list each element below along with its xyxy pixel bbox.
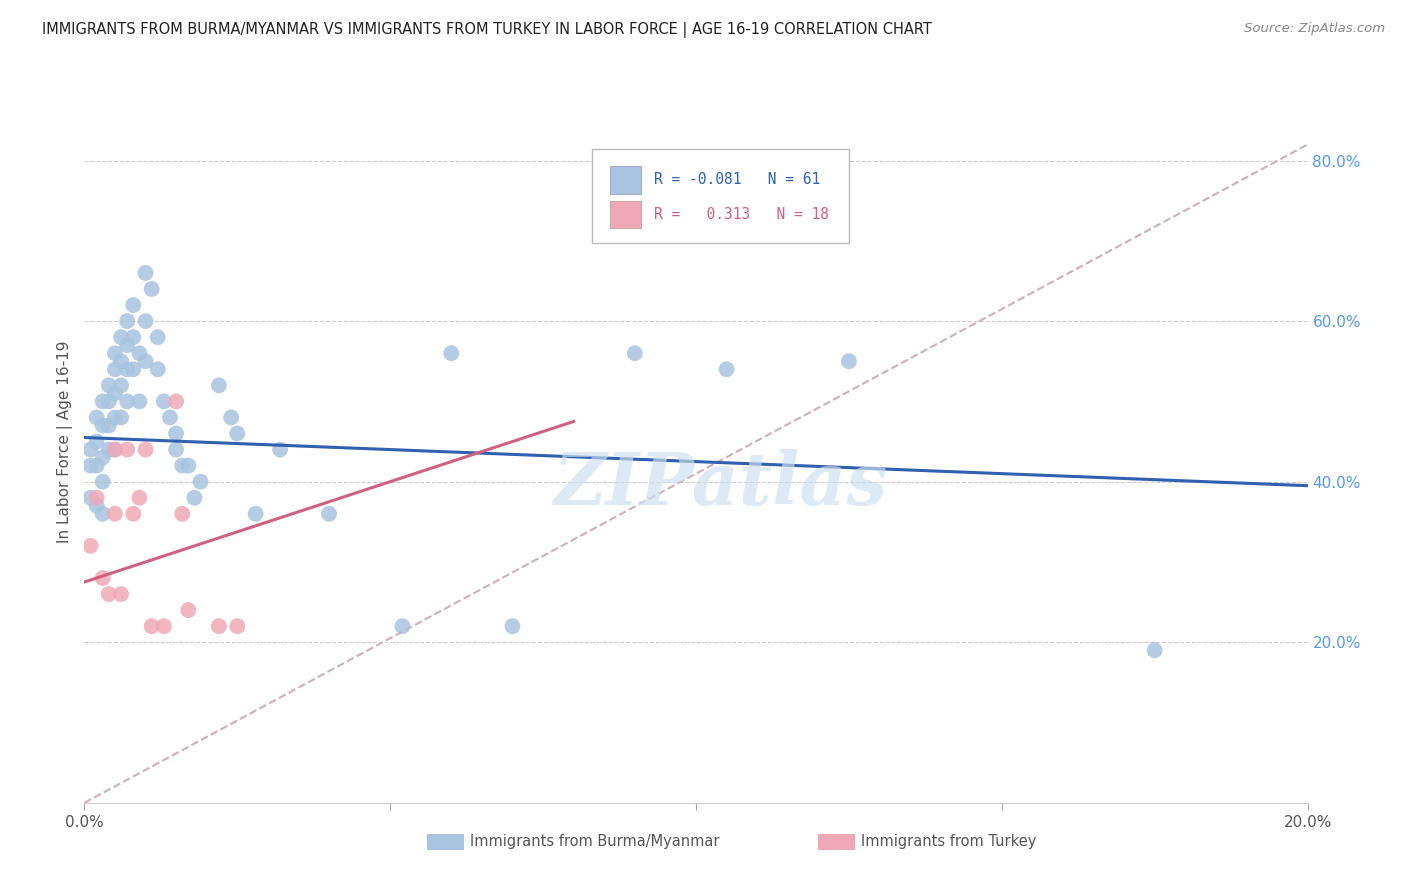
Point [624,346,647,360]
Point [208,378,231,392]
Text: ZIPatlas: ZIPatlas [554,450,887,520]
Point [269,442,291,457]
Point [97,418,120,433]
Point [115,362,138,376]
Point [122,330,145,344]
Point [115,314,138,328]
Point [91,571,114,585]
Bar [427,834,464,850]
Text: Immigrants from Turkey: Immigrants from Turkey [860,834,1036,849]
Point [177,603,200,617]
Point [97,378,120,392]
Point [172,458,194,473]
Point [159,410,181,425]
Point [91,450,114,465]
Point [128,491,150,505]
Point [91,507,114,521]
Point [104,507,127,521]
Point [122,362,145,376]
Text: Immigrants from Burma/Myanmar: Immigrants from Burma/Myanmar [470,834,720,849]
Point [115,338,138,352]
Point [97,394,120,409]
Point [172,507,194,521]
Point [86,499,108,513]
Point [86,434,108,449]
Point [86,410,108,425]
Point [104,442,127,457]
Point [104,386,127,401]
Point [110,587,132,601]
Point [177,458,200,473]
Point [391,619,413,633]
Point [141,282,163,296]
Bar [818,834,855,850]
Point [79,491,101,505]
Point [440,346,463,360]
Point [226,426,249,441]
Point [135,314,157,328]
Text: Source: ZipAtlas.com: Source: ZipAtlas.com [1244,22,1385,36]
Point [135,354,157,368]
Point [115,442,138,457]
Point [104,410,127,425]
Text: R =   0.313   N = 18: R = 0.313 N = 18 [654,207,830,222]
Bar [610,201,641,228]
Bar [610,166,641,194]
Text: R = -0.081   N = 61: R = -0.081 N = 61 [654,172,821,187]
Point [104,346,127,360]
Point [146,330,169,344]
Point [190,475,212,489]
Text: IMMIGRANTS FROM BURMA/MYANMAR VS IMMIGRANTS FROM TURKEY IN LABOR FORCE | AGE 16-: IMMIGRANTS FROM BURMA/MYANMAR VS IMMIGRA… [42,22,932,38]
Point [91,418,114,433]
Point [104,442,127,457]
FancyBboxPatch shape [592,149,849,243]
Point [122,507,145,521]
Point [91,475,114,489]
Point [219,410,242,425]
Point [110,330,132,344]
Point [502,619,524,633]
Point [716,362,738,376]
Point [146,362,169,376]
Point [110,378,132,392]
Point [135,442,157,457]
Point [128,346,150,360]
Point [79,539,101,553]
Point [91,394,114,409]
Point [135,266,157,280]
Point [153,619,176,633]
Y-axis label: In Labor Force | Age 16-19: In Labor Force | Age 16-19 [58,340,73,543]
Point [838,354,860,368]
Point [165,426,187,441]
Point [1143,643,1166,657]
Point [141,619,163,633]
Point [245,507,267,521]
Point [115,394,138,409]
Point [86,458,108,473]
Point [110,354,132,368]
Point [104,362,127,376]
Point [122,298,145,312]
Point [165,394,187,409]
Point [110,410,132,425]
Point [86,491,108,505]
Point [226,619,249,633]
Point [79,458,101,473]
Point [318,507,340,521]
Point [208,619,231,633]
Point [165,442,187,457]
Point [79,442,101,457]
Point [153,394,176,409]
Point [97,442,120,457]
Point [183,491,205,505]
Point [97,587,120,601]
Point [128,394,150,409]
